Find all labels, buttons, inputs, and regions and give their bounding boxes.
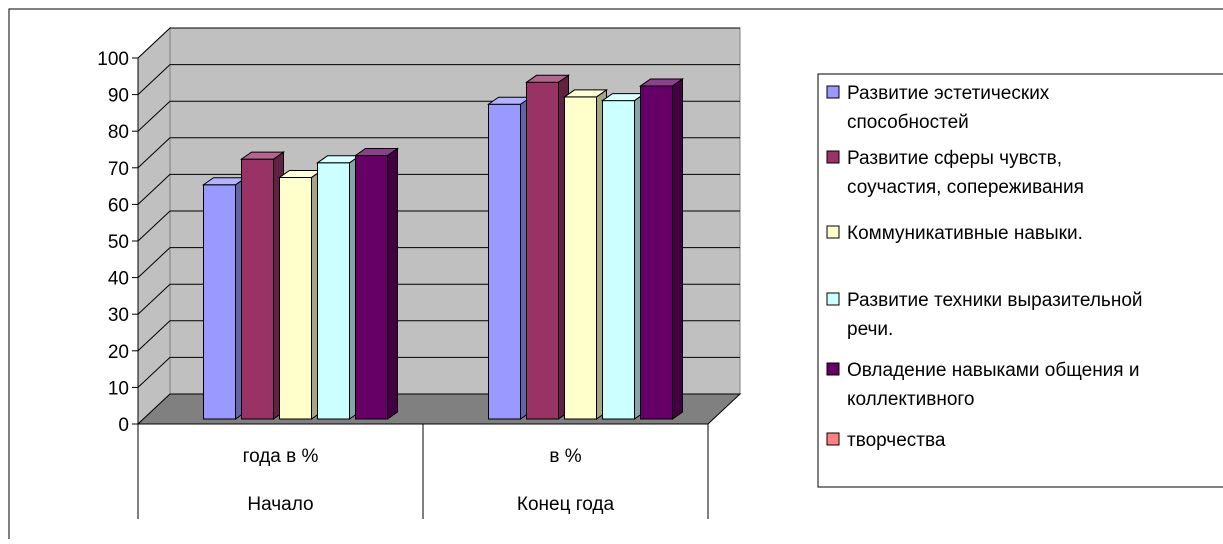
y-tick-label: 70 (108, 159, 129, 180)
legend-label: Коммуникативные навыки. (847, 223, 1083, 244)
bar-front (317, 162, 350, 420)
x-group-label: Конец года (517, 494, 615, 515)
gridline (137, 27, 740, 59)
bar-top (638, 78, 685, 87)
bar (201, 176, 248, 420)
legend-label: соучастия, сопереживания (847, 177, 1084, 198)
bar (562, 88, 609, 420)
legend-label: творчества (847, 430, 946, 451)
bar-side (672, 77, 683, 420)
bar-front (488, 103, 521, 420)
x-group-label: Начало (247, 494, 313, 515)
y-tick-label: 60 (108, 195, 129, 216)
legend-swatch (826, 432, 840, 446)
bar (600, 92, 647, 420)
gridline (137, 64, 740, 95)
legend-swatch (826, 85, 840, 99)
y-tick-label: 20 (108, 342, 129, 363)
bar-front (203, 184, 236, 420)
legend-label: Овладение навыками общения и (847, 360, 1139, 381)
bar-front (241, 158, 274, 420)
bar (239, 151, 286, 420)
legend-label: коллективного (847, 389, 975, 410)
legend-label: Развитие сферы чувств, (847, 148, 1062, 169)
bar-front (564, 96, 597, 420)
bar-top (353, 147, 400, 156)
legend-swatch (826, 292, 840, 306)
bar-front (602, 100, 635, 420)
x-tick-label: года в % (243, 446, 319, 467)
y-tick-label: 50 (108, 232, 129, 253)
y-tick-label: 40 (108, 269, 129, 290)
legend-label: речи. (847, 319, 893, 340)
y-tick-label: 80 (108, 122, 129, 143)
legend-label: Развитие эстетических (847, 83, 1050, 104)
legend-swatch (826, 225, 840, 239)
bar (638, 77, 685, 420)
y-tick-label: 10 (108, 378, 129, 399)
bar-top (524, 74, 571, 83)
legend-swatch (826, 362, 840, 376)
bar-front (279, 176, 312, 420)
bar (277, 169, 324, 420)
y-tick-label: 0 (118, 415, 129, 436)
bar (315, 154, 362, 420)
bar-front (526, 81, 559, 420)
bar-top (562, 89, 609, 98)
x-tick-label: в % (549, 446, 581, 467)
legend-label: способностей (847, 112, 969, 133)
bar (486, 96, 533, 420)
legend-label: Развитие техники выразительной (847, 290, 1143, 311)
legend-swatch (826, 150, 840, 164)
bar-top (239, 151, 286, 160)
bar (353, 147, 400, 420)
bar-front (355, 154, 388, 420)
y-tick-label: 30 (108, 305, 129, 326)
bar-side (387, 147, 398, 420)
y-tick-label: 90 (108, 86, 129, 107)
legend-box (817, 73, 1223, 488)
y-tick-label: 100 (97, 49, 129, 70)
bar (524, 74, 571, 420)
bar-front (640, 85, 673, 420)
